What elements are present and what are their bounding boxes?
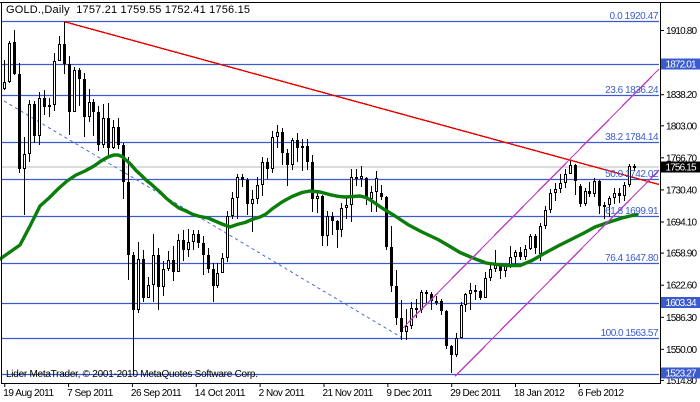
svg-text:2 Nov 2011: 2 Nov 2011 [259,388,306,399]
svg-text:1872.01: 1872.01 [666,60,697,71]
svg-text:Lider MetaTrader, © 2001-2010: Lider MetaTrader, © 2001-2010 MetaQuotes… [6,369,258,380]
svg-text:29 Dec 2011: 29 Dec 2011 [450,388,501,399]
svg-text:38.2 1784.14: 38.2 1784.14 [605,132,659,143]
svg-text:1523.27: 1523.27 [666,369,697,380]
svg-text:61.8 1699.91: 61.8 1699.91 [605,206,659,217]
svg-text:100.0 1563.57: 100.0 1563.57 [601,328,659,339]
svg-text:1766.70: 1766.70 [666,153,697,164]
svg-text:9 Dec 2011: 9 Dec 2011 [386,388,433,399]
svg-text:GOLD.,Daily 1757.21 1759.55 1: GOLD.,Daily 1757.21 1759.55 1752.41 1756… [6,4,250,16]
svg-text:1658.90: 1658.90 [666,249,697,260]
svg-text:1514.80: 1514.80 [666,376,697,387]
svg-text:23.6 1836.24: 23.6 1836.24 [605,85,659,96]
svg-text:76.4 1647.80: 76.4 1647.80 [605,253,659,264]
svg-text:26 Sep 2011: 26 Sep 2011 [131,388,182,399]
svg-text:1730.40: 1730.40 [666,185,697,196]
svg-text:14 Oct 2011: 14 Oct 2011 [195,388,246,399]
svg-text:21 Nov 2011: 21 Nov 2011 [323,388,374,399]
svg-text:1803.00: 1803.00 [666,121,697,132]
svg-text:6 Feb 2012: 6 Feb 2012 [578,388,625,399]
svg-text:19 Aug 2011: 19 Aug 2011 [3,388,54,399]
svg-text:18 Jan 2012: 18 Jan 2012 [514,388,565,399]
svg-text:1586.30: 1586.30 [666,313,697,324]
svg-text:1622.60: 1622.60 [666,281,697,292]
svg-text:1838.20: 1838.20 [666,90,697,101]
svg-text:1603.34: 1603.34 [666,298,697,309]
svg-text:1756.15: 1756.15 [666,163,697,174]
svg-text:1694.10: 1694.10 [666,218,697,229]
svg-text:0.0 1920.47: 0.0 1920.47 [610,11,659,22]
svg-text:7 Sep 2011: 7 Sep 2011 [67,388,114,399]
svg-text:1550.00: 1550.00 [666,345,697,356]
svg-text:50.0 1742.02: 50.0 1742.02 [605,169,659,180]
svg-text:1910.80: 1910.80 [666,26,697,37]
